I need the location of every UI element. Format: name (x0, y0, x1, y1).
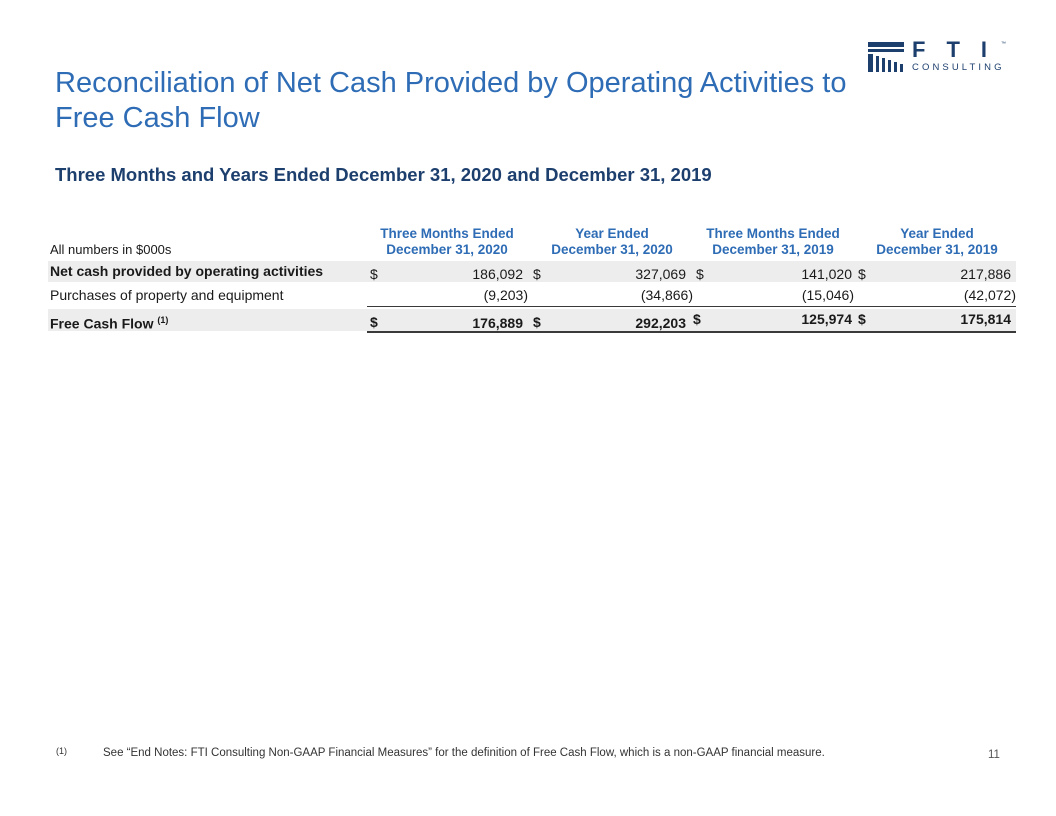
currency-symbol: $ (533, 266, 541, 282)
column-header: Year Ended December 31, 2020 (533, 226, 691, 258)
logo-letters: FTI (912, 37, 1008, 62)
logo-subtext: CONSULTING (912, 62, 1005, 73)
currency-symbol: $ (858, 266, 866, 282)
table-cell: 327,069 (635, 266, 686, 282)
column-header-line2: December 31, 2020 (386, 242, 508, 257)
table-cell: 175,814 (960, 311, 1011, 327)
table-cell: 292,203 (635, 315, 686, 331)
row-label: Net cash provided by operating activitie… (50, 263, 324, 279)
fti-consulting-logo: FTI ™ CONSULTING (868, 37, 1008, 74)
column-header: Three Months Ended December 31, 2020 (368, 226, 526, 258)
column-header-line2: December 31, 2019 (712, 242, 834, 257)
table-cell: 186,092 (472, 266, 523, 282)
table-cell: (15,046) (801, 287, 854, 303)
table-cell: (34,866) (640, 287, 693, 303)
currency-symbol: $ (370, 266, 378, 282)
subtotal-rule (367, 306, 1016, 307)
page-subtitle: Three Months and Years Ended December 31… (55, 164, 712, 185)
currency-symbol: $ (858, 311, 866, 327)
footnote-text: See “End Notes: FTI Consulting Non-GAAP … (103, 747, 825, 759)
footnote-reference: (1) (157, 315, 169, 325)
page-number: 11 (988, 749, 1000, 761)
currency-symbol: $ (696, 266, 704, 282)
row-label: Purchases of property and equipment (50, 287, 284, 303)
table-cell: 125,974 (801, 311, 852, 327)
total-rule (367, 331, 1016, 333)
column-header: Three Months Ended December 31, 2019 (694, 226, 852, 258)
column-header-line2: December 31, 2019 (876, 242, 998, 257)
units-label: All numbers in $000s (50, 242, 172, 257)
row-label: Free Cash Flow (1) (50, 311, 168, 333)
currency-symbol: $ (533, 314, 541, 330)
table-cell: (42,072) (963, 287, 1016, 303)
column-header-line1: Year Ended (900, 226, 974, 241)
column-header-line1: Year Ended (575, 226, 649, 241)
logo-trademark: ™ (1001, 41, 1006, 47)
footnote-marker: (1) (56, 746, 67, 756)
building-logo-icon (868, 42, 904, 72)
row-label-text: Free Cash Flow (50, 315, 154, 332)
column-header-line1: Three Months Ended (706, 226, 840, 241)
table-cell: (9,203) (483, 287, 528, 303)
currency-symbol: $ (370, 314, 378, 330)
row-shading (48, 309, 1016, 331)
currency-symbol: $ (693, 311, 701, 327)
column-header-line2: December 31, 2020 (551, 242, 673, 257)
table-cell: 176,889 (472, 315, 523, 331)
column-header: Year Ended December 31, 2019 (858, 226, 1016, 258)
column-header-line1: Three Months Ended (380, 226, 514, 241)
table-cell: 141,020 (801, 266, 852, 282)
page-title: Reconciliation of Net Cash Provided by O… (55, 67, 847, 134)
table-cell: 217,886 (960, 266, 1011, 282)
row-shading (48, 261, 1016, 282)
